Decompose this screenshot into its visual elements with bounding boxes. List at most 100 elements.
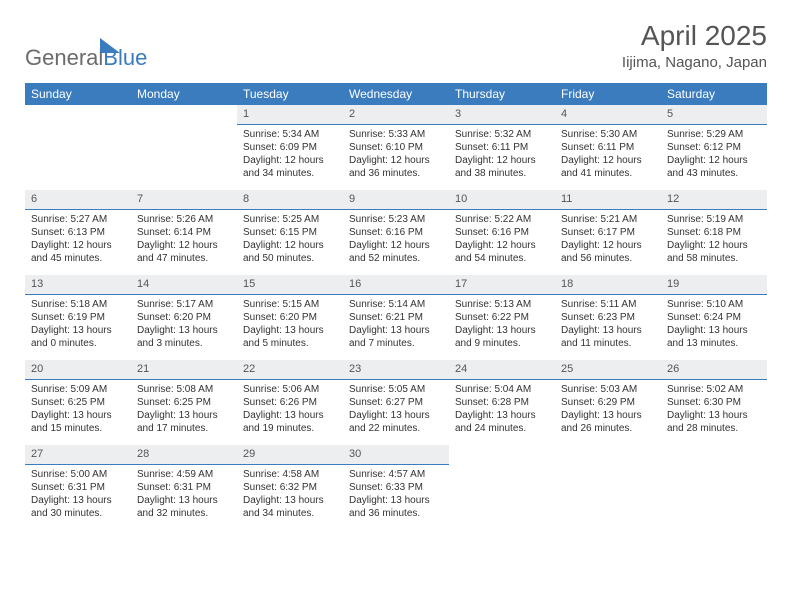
day-number: 20 (25, 360, 131, 380)
sunrise-text: Sunrise: 5:09 AM (31, 383, 125, 396)
day-cell: 1Sunrise: 5:34 AMSunset: 6:09 PMDaylight… (237, 105, 343, 190)
week-row: 20Sunrise: 5:09 AMSunset: 6:25 PMDayligh… (25, 360, 767, 445)
sunrise-text: Sunrise: 5:21 AM (561, 213, 655, 226)
sunrise-text: Sunrise: 5:23 AM (349, 213, 443, 226)
dow-friday: Friday (555, 83, 661, 105)
day-number (449, 445, 555, 465)
sunrise-text: Sunrise: 5:14 AM (349, 298, 443, 311)
week-row: 1Sunrise: 5:34 AMSunset: 6:09 PMDaylight… (25, 105, 767, 190)
day-content: Sunrise: 5:21 AMSunset: 6:17 PMDaylight:… (555, 210, 661, 275)
day-cell: 20Sunrise: 5:09 AMSunset: 6:25 PMDayligh… (25, 360, 131, 445)
sunrise-text: Sunrise: 5:05 AM (349, 383, 443, 396)
day-content: Sunrise: 5:18 AMSunset: 6:19 PMDaylight:… (25, 295, 131, 360)
day-cell: 23Sunrise: 5:05 AMSunset: 6:27 PMDayligh… (343, 360, 449, 445)
sunset-text: Sunset: 6:25 PM (31, 396, 125, 409)
daylight-text: Daylight: 12 hours and 54 minutes. (455, 239, 549, 265)
daylight-text: Daylight: 13 hours and 0 minutes. (31, 324, 125, 350)
daylight-text: Daylight: 13 hours and 30 minutes. (31, 494, 125, 520)
sunset-text: Sunset: 6:31 PM (31, 481, 125, 494)
day-cell: 17Sunrise: 5:13 AMSunset: 6:22 PMDayligh… (449, 275, 555, 360)
daylight-text: Daylight: 13 hours and 36 minutes. (349, 494, 443, 520)
day-number: 24 (449, 360, 555, 380)
daylight-text: Daylight: 13 hours and 15 minutes. (31, 409, 125, 435)
day-number: 26 (661, 360, 767, 380)
sunrise-text: Sunrise: 5:22 AM (455, 213, 549, 226)
brand-part2-wrap: GeneralBlue (25, 45, 147, 71)
day-cell (661, 445, 767, 530)
dow-saturday: Saturday (661, 83, 767, 105)
sunrise-text: Sunrise: 5:18 AM (31, 298, 125, 311)
day-number: 12 (661, 190, 767, 210)
daylight-text: Daylight: 13 hours and 11 minutes. (561, 324, 655, 350)
calendar-body: 1Sunrise: 5:34 AMSunset: 6:09 PMDaylight… (25, 105, 767, 530)
day-content: Sunrise: 5:29 AMSunset: 6:12 PMDaylight:… (661, 125, 767, 190)
day-number: 3 (449, 105, 555, 125)
daylight-text: Daylight: 13 hours and 7 minutes. (349, 324, 443, 350)
sunset-text: Sunset: 6:16 PM (349, 226, 443, 239)
day-cell: 6Sunrise: 5:27 AMSunset: 6:13 PMDaylight… (25, 190, 131, 275)
sunset-text: Sunset: 6:23 PM (561, 311, 655, 324)
dow-thursday: Thursday (449, 83, 555, 105)
day-content (25, 125, 131, 187)
sunrise-text: Sunrise: 4:57 AM (349, 468, 443, 481)
day-cell: 5Sunrise: 5:29 AMSunset: 6:12 PMDaylight… (661, 105, 767, 190)
location-text: Iijima, Nagano, Japan (622, 54, 767, 71)
daylight-text: Daylight: 13 hours and 32 minutes. (137, 494, 231, 520)
day-content: Sunrise: 5:08 AMSunset: 6:25 PMDaylight:… (131, 380, 237, 445)
day-number: 27 (25, 445, 131, 465)
month-title: April 2025 (622, 20, 767, 52)
day-content: Sunrise: 4:57 AMSunset: 6:33 PMDaylight:… (343, 465, 449, 530)
daylight-text: Daylight: 13 hours and 22 minutes. (349, 409, 443, 435)
day-content: Sunrise: 5:33 AMSunset: 6:10 PMDaylight:… (343, 125, 449, 190)
daylight-text: Daylight: 13 hours and 34 minutes. (243, 494, 337, 520)
day-content: Sunrise: 5:34 AMSunset: 6:09 PMDaylight:… (237, 125, 343, 190)
sunset-text: Sunset: 6:17 PM (561, 226, 655, 239)
day-number (661, 445, 767, 465)
sunset-text: Sunset: 6:09 PM (243, 141, 337, 154)
daylight-text: Daylight: 12 hours and 41 minutes. (561, 154, 655, 180)
daylight-text: Daylight: 13 hours and 13 minutes. (667, 324, 761, 350)
day-number: 7 (131, 190, 237, 210)
sunset-text: Sunset: 6:11 PM (561, 141, 655, 154)
day-content (449, 465, 555, 527)
day-cell: 21Sunrise: 5:08 AMSunset: 6:25 PMDayligh… (131, 360, 237, 445)
sunset-text: Sunset: 6:12 PM (667, 141, 761, 154)
sunset-text: Sunset: 6:32 PM (243, 481, 337, 494)
sunrise-text: Sunrise: 5:02 AM (667, 383, 761, 396)
sunrise-text: Sunrise: 4:58 AM (243, 468, 337, 481)
day-content: Sunrise: 5:19 AMSunset: 6:18 PMDaylight:… (661, 210, 767, 275)
day-content: Sunrise: 5:05 AMSunset: 6:27 PMDaylight:… (343, 380, 449, 445)
sunset-text: Sunset: 6:20 PM (243, 311, 337, 324)
sunset-text: Sunset: 6:18 PM (667, 226, 761, 239)
day-content: Sunrise: 5:17 AMSunset: 6:20 PMDaylight:… (131, 295, 237, 360)
day-cell: 19Sunrise: 5:10 AMSunset: 6:24 PMDayligh… (661, 275, 767, 360)
day-number: 25 (555, 360, 661, 380)
sunrise-text: Sunrise: 5:29 AM (667, 128, 761, 141)
day-cell (555, 445, 661, 530)
sunrise-text: Sunrise: 4:59 AM (137, 468, 231, 481)
dow-wednesday: Wednesday (343, 83, 449, 105)
sunrise-text: Sunrise: 5:32 AM (455, 128, 549, 141)
day-content: Sunrise: 4:58 AMSunset: 6:32 PMDaylight:… (237, 465, 343, 530)
sunset-text: Sunset: 6:19 PM (31, 311, 125, 324)
day-content: Sunrise: 5:26 AMSunset: 6:14 PMDaylight:… (131, 210, 237, 275)
sunset-text: Sunset: 6:28 PM (455, 396, 549, 409)
dow-monday: Monday (131, 83, 237, 105)
day-content: Sunrise: 5:09 AMSunset: 6:25 PMDaylight:… (25, 380, 131, 445)
day-number: 17 (449, 275, 555, 295)
calendar-table: Sunday Monday Tuesday Wednesday Thursday… (25, 83, 767, 530)
logo-sail-icon (100, 38, 120, 53)
day-content: Sunrise: 5:00 AMSunset: 6:31 PMDaylight:… (25, 465, 131, 530)
day-number: 18 (555, 275, 661, 295)
sunrise-text: Sunrise: 5:15 AM (243, 298, 337, 311)
sunset-text: Sunset: 6:26 PM (243, 396, 337, 409)
day-number: 1 (237, 105, 343, 125)
daylight-text: Daylight: 13 hours and 19 minutes. (243, 409, 337, 435)
daylight-text: Daylight: 13 hours and 3 minutes. (137, 324, 231, 350)
day-cell: 3Sunrise: 5:32 AMSunset: 6:11 PMDaylight… (449, 105, 555, 190)
day-cell: 9Sunrise: 5:23 AMSunset: 6:16 PMDaylight… (343, 190, 449, 275)
dow-sunday: Sunday (25, 83, 131, 105)
sunset-text: Sunset: 6:29 PM (561, 396, 655, 409)
day-cell: 22Sunrise: 5:06 AMSunset: 6:26 PMDayligh… (237, 360, 343, 445)
sunrise-text: Sunrise: 5:33 AM (349, 128, 443, 141)
